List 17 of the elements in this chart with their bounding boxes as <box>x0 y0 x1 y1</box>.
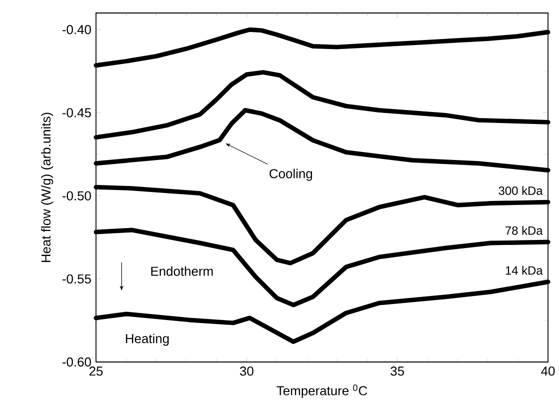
x-tick-label: 30 <box>240 366 254 376</box>
annotation: Cooling <box>270 168 312 181</box>
x-axis-title: Temperature $^{0}$C <box>276 384 368 398</box>
series-label: 14 kDa <box>506 266 543 275</box>
series-label: 300 kDa <box>498 186 543 195</box>
annotation: Endotherm <box>151 266 213 276</box>
y-tick-label: -0.45 <box>62 108 91 118</box>
annotation: Heating <box>126 334 169 346</box>
y-tick-label: -0.40 <box>62 25 91 34</box>
x-tick-label: 35 <box>390 366 404 376</box>
y-tick-label: -0.55 <box>62 274 91 284</box>
series-label: 78 kDa <box>506 226 543 235</box>
y-tick-label: -0.60 <box>62 357 91 367</box>
x-tick-label: 25 <box>89 366 103 376</box>
y-tick-label: -0.50 <box>62 191 91 200</box>
x-tick-label: 40 <box>541 366 555 376</box>
y-axis-title: Heat flow (W/g) (arb.units) <box>41 112 54 262</box>
